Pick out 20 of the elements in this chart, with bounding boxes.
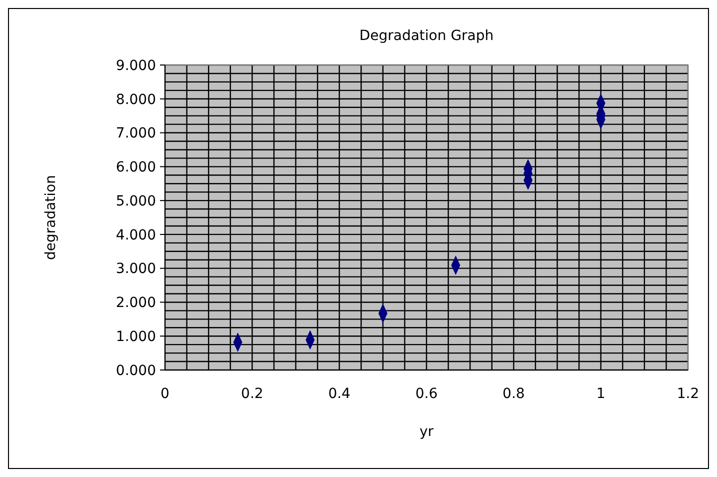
x-tick-label: 1.2: [676, 386, 700, 402]
x-tick-label: 0.2: [241, 386, 264, 402]
y-tick-label: 9.000: [116, 58, 156, 74]
y-tick-label: 4.000: [116, 227, 156, 244]
y-tick-label: 6.000: [116, 160, 156, 176]
x-axis-title: yr: [419, 424, 434, 440]
y-tick-label: 7.000: [116, 126, 156, 142]
y-tick-label: 3.000: [116, 261, 156, 278]
x-tick-label: 1: [596, 386, 606, 402]
x-tick-label: 0.4: [328, 386, 351, 402]
y-tick-label: 5.000: [116, 193, 156, 210]
y-axis-title: degradation: [43, 174, 59, 260]
y-tick-label: 2.000: [116, 295, 156, 312]
y-tick-label: 0.000: [116, 362, 156, 379]
x-tick-label: 0.8: [502, 386, 525, 402]
y-tick-label: 8.000: [116, 92, 156, 108]
x-tick-label: 0.6: [415, 386, 438, 402]
y-tick-label: 1.000: [116, 329, 156, 346]
x-tick-label: 0: [160, 386, 170, 402]
chart-title: Degradation Graph: [359, 28, 494, 44]
